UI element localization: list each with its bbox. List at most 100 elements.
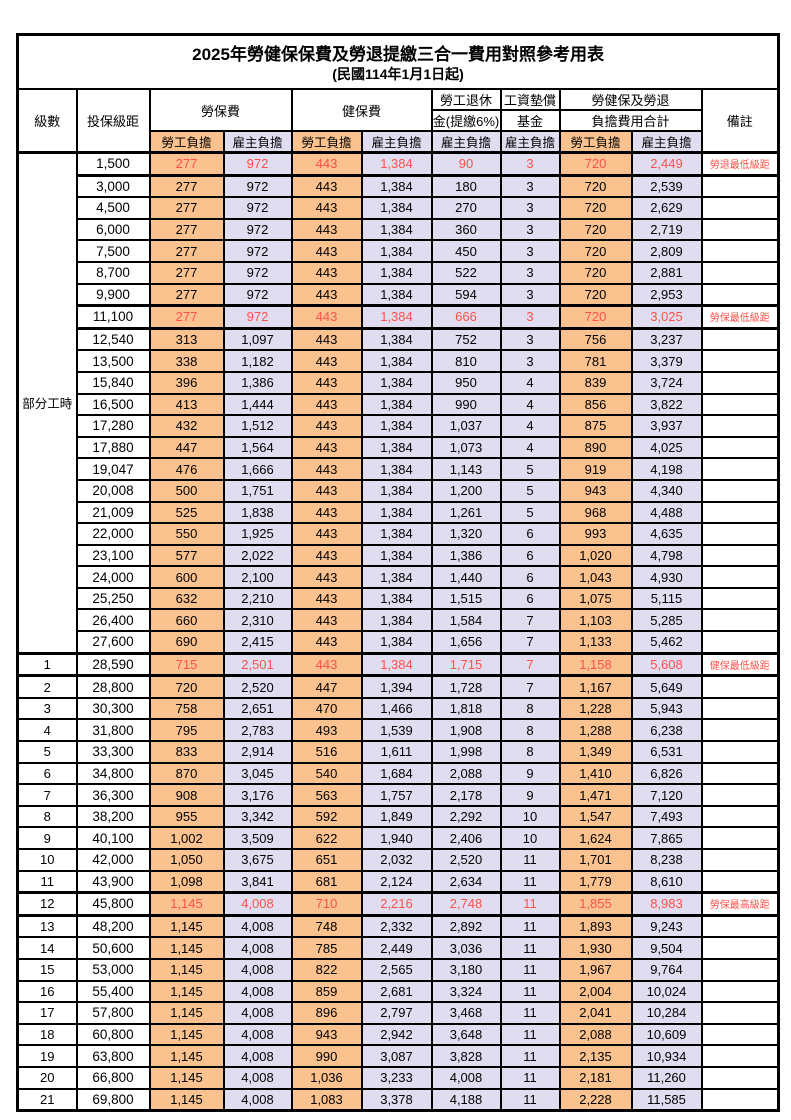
health-employee-cell: 785: [290, 936, 363, 960]
health-employee-cell: 443: [290, 478, 363, 503]
health-employer-cell: 1,384: [360, 586, 433, 611]
level-cell: 7: [16, 783, 78, 807]
health-employer-cell: 1,384: [360, 478, 433, 503]
pension-employer-cell: 1,715: [430, 651, 502, 678]
bracket-cell: 4,500: [75, 196, 151, 220]
labor-employee-cell: 1,145: [148, 1001, 225, 1025]
remark-cell: [700, 522, 780, 546]
bracket-cell: 36,300: [75, 783, 151, 807]
pension-employer-cell: 2,088: [430, 761, 502, 786]
total-employee-cell: 1,288: [558, 718, 633, 743]
labor-employer-cell: 3,045: [222, 761, 293, 786]
table-row: 3,000 277 972 443 1,384 180 3 720 2,539: [18, 174, 780, 199]
health-employer-cell: 1,539: [360, 718, 433, 743]
pension-employer-cell: 1,073: [430, 435, 502, 460]
pension-employer-cell: 752: [430, 327, 502, 352]
labor-employer-cell: 4,008: [222, 957, 293, 982]
health-employer-cell: 2,449: [360, 936, 433, 960]
health-employer-cell: 1,384: [360, 500, 433, 525]
health-employee-cell: 443: [290, 239, 363, 263]
wage-fund-employer-cell: 3: [499, 239, 561, 263]
labor-employer-cell: 3,675: [222, 848, 293, 872]
level-cell: 21: [16, 1087, 78, 1112]
labor-employer-cell: 1,751: [222, 478, 293, 503]
remark-cell: [700, 196, 780, 220]
health-employer-cell: 1,384: [360, 522, 433, 546]
remark-cell: [700, 478, 780, 503]
remark-cell: 勞保最高級距: [700, 891, 780, 917]
wage-fund-employer-cell: 11: [499, 1087, 561, 1112]
pension-employer-cell: 3,180: [430, 957, 502, 982]
table-title: 2025年勞健保保費及勞退提繳三合一費用對照參考用表: [192, 44, 604, 64]
pension-employer-cell: 594: [430, 282, 502, 307]
table-row: 27,600 690 2,415 443 1,384 1,656 7 1,133 5,462: [18, 630, 780, 655]
bracket-cell: 31,800: [75, 718, 151, 743]
table-row: 23,100 577 2,022 443 1,384 1,386 6 1,020 4,798: [18, 543, 780, 568]
labor-employee-cell: 277: [148, 260, 225, 285]
wage-fund-employer-cell: 3: [499, 304, 561, 330]
bracket-cell: 19,047: [75, 457, 151, 481]
pension-employer-cell: 1,584: [430, 608, 502, 633]
labor-employee-cell: 1,145: [148, 891, 225, 917]
table-row: 22,000 550 1,925 443 1,384 1,320 6 993 4,635: [18, 522, 780, 546]
health-employer-cell: 1,384: [360, 304, 433, 330]
bracket-cell: 28,590: [75, 651, 151, 678]
header-remark: 備註: [700, 88, 780, 154]
health-employee-cell: 493: [290, 718, 363, 743]
health-employer-cell: 1,384: [360, 174, 433, 199]
labor-employer-cell: 972: [222, 260, 293, 285]
labor-employer-cell: 4,008: [222, 1044, 293, 1068]
labor-employee-cell: 447: [148, 435, 225, 460]
health-employee-cell: 651: [290, 848, 363, 872]
total-employee-cell: 720: [558, 174, 633, 199]
remark-cell: [700, 260, 780, 285]
health-employee-cell: 443: [290, 260, 363, 285]
pension-employer-cell: 1,440: [430, 565, 502, 589]
header-pension-line2: 金(提繳6%): [430, 109, 502, 132]
labor-employee-cell: 1,145: [148, 936, 225, 960]
total-employee-cell: 1,228: [558, 696, 633, 721]
labor-employee-cell: 1,145: [148, 957, 225, 982]
total-employee-cell: 1,410: [558, 761, 633, 786]
total-employee-cell: 993: [558, 522, 633, 546]
total-employer-cell: 9,243: [630, 914, 703, 939]
wage-fund-employer-cell: 3: [499, 349, 561, 373]
labor-employee-cell: 870: [148, 761, 225, 786]
total-employee-cell: 1,075: [558, 586, 633, 611]
total-employer-cell: 4,340: [630, 478, 703, 503]
total-employer-cell: 5,285: [630, 608, 703, 633]
health-employer-cell: 1,757: [360, 783, 433, 807]
total-employer-cell: 2,449: [630, 151, 703, 177]
bracket-cell: 38,200: [75, 804, 151, 829]
labor-employer-cell: 2,415: [222, 630, 293, 655]
labor-employee-cell: 1,002: [148, 826, 225, 850]
remark-cell: [700, 1044, 780, 1068]
labor-employee-cell: 690: [148, 630, 225, 655]
health-employer-cell: 1,394: [360, 674, 433, 699]
bracket-cell: 28,800: [75, 674, 151, 699]
table-row: 9 40,100 1,002 3,509 622 1,940 2,406 10 1,624 7,8…: [16, 826, 780, 850]
bracket-cell: 60,800: [75, 1022, 151, 1047]
level-cell: 12: [16, 891, 78, 917]
labor-employer-cell: 2,022: [222, 543, 293, 568]
labor-employer-cell: 1,097: [222, 327, 293, 352]
labor-employee-cell: 476: [148, 457, 225, 481]
labor-employee-cell: 277: [148, 239, 225, 263]
total-employer-cell: 7,865: [630, 826, 703, 850]
health-employee-cell: 443: [290, 651, 363, 678]
remark-cell: [700, 1087, 780, 1112]
level-cell: 2: [16, 674, 78, 699]
health-employee-cell: 822: [290, 957, 363, 982]
remark-cell: [700, 1065, 780, 1090]
health-employer-cell: 2,216: [360, 891, 433, 917]
wage-fund-employer-cell: 3: [499, 174, 561, 199]
total-employer-cell: 7,493: [630, 804, 703, 829]
pension-employer-cell: 4,008: [430, 1065, 502, 1090]
health-employee-cell: 443: [290, 349, 363, 373]
remark-cell: [700, 327, 780, 352]
total-employee-cell: 1,020: [558, 543, 633, 568]
pension-employer-cell: 1,143: [430, 457, 502, 481]
pension-employer-cell: 90: [430, 151, 502, 177]
total-employer-cell: 4,930: [630, 565, 703, 589]
